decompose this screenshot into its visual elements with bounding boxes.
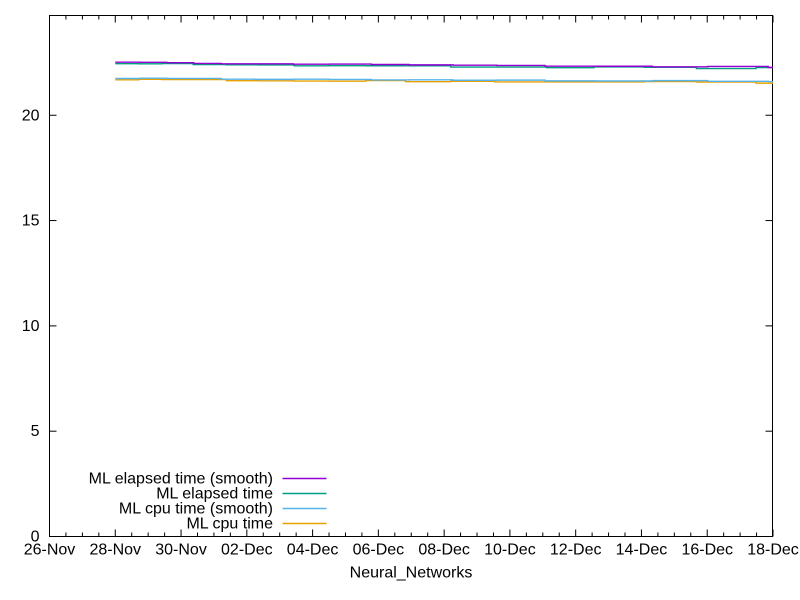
- svg-text:10: 10: [22, 318, 40, 335]
- svg-text:15: 15: [22, 213, 40, 230]
- svg-text:Neural_Networks: Neural_Networks: [350, 565, 473, 582]
- svg-text:5: 5: [31, 423, 40, 440]
- svg-text:06-Dec: 06-Dec: [353, 542, 405, 559]
- svg-text:08-Dec: 08-Dec: [418, 542, 470, 559]
- svg-text:10-Dec: 10-Dec: [484, 542, 536, 559]
- svg-text:14-Dec: 14-Dec: [616, 542, 668, 559]
- svg-text:04-Dec: 04-Dec: [287, 542, 339, 559]
- svg-text:16-Dec: 16-Dec: [681, 542, 733, 559]
- svg-text:20: 20: [22, 107, 40, 124]
- svg-text:18-Dec: 18-Dec: [747, 542, 799, 559]
- svg-text:28-Nov: 28-Nov: [89, 542, 141, 559]
- svg-text:30-Nov: 30-Nov: [155, 542, 207, 559]
- svg-text:ML cpu time: ML cpu time: [186, 516, 273, 533]
- svg-text:26-Nov: 26-Nov: [24, 542, 76, 559]
- svg-text:12-Dec: 12-Dec: [550, 542, 602, 559]
- svg-text:02-Dec: 02-Dec: [221, 542, 273, 559]
